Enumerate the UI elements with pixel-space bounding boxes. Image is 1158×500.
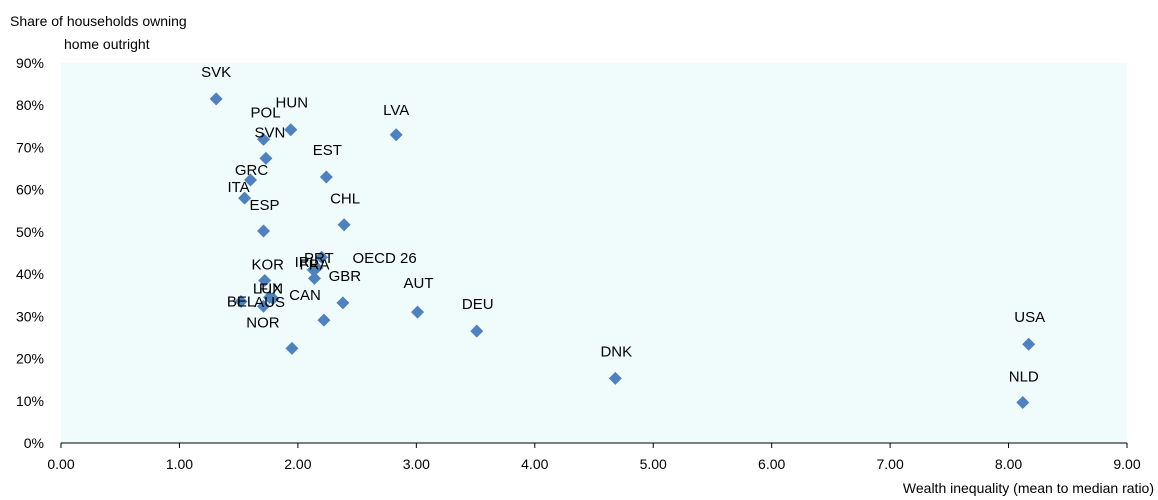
data-label-deu: DEU xyxy=(462,296,494,313)
data-point-fra xyxy=(307,271,321,285)
data-label-pol: POL xyxy=(251,104,281,121)
data-point-dnk xyxy=(608,371,622,385)
data-point-svk xyxy=(209,92,223,106)
data-label-est: EST xyxy=(313,142,342,159)
y-tick-label: 70% xyxy=(16,139,44,155)
data-point-irl xyxy=(306,263,320,277)
data-label-grc: GRC xyxy=(235,162,269,179)
x-tick-label: 4.00 xyxy=(521,456,548,472)
data-label-kor: KOR xyxy=(251,256,284,273)
data-point-nor xyxy=(285,341,299,355)
y-tick-label: 10% xyxy=(16,393,44,409)
data-point-ita xyxy=(238,191,252,205)
data-label-gbr: GBR xyxy=(329,268,362,285)
y-tick-label: 60% xyxy=(16,182,44,198)
x-tick-label: 1.00 xyxy=(166,456,193,472)
x-tick-label: 2.00 xyxy=(284,456,311,472)
x-tick-label: 7.00 xyxy=(876,456,903,472)
data-label-esp: ESP xyxy=(250,197,280,214)
data-label-dnk: DNK xyxy=(600,343,632,360)
data-point-aut xyxy=(411,305,425,319)
data-point-gbr xyxy=(336,296,350,310)
y-tick-label: 30% xyxy=(16,308,44,324)
data-point-lva xyxy=(389,128,403,142)
y-axis-ticks: 0% 10% 20% 30% 40% 50% 60% 70% 80% 90% xyxy=(16,55,44,451)
data-point-kor xyxy=(258,273,272,287)
data-point-grc xyxy=(244,173,258,187)
data-point-est xyxy=(319,170,333,184)
data-label-svn: SVN xyxy=(254,124,285,141)
y-tick-label: 80% xyxy=(16,97,44,113)
y-tick-label: 40% xyxy=(16,266,44,282)
plot-area xyxy=(61,63,1127,443)
x-tick-label: 8.00 xyxy=(995,456,1022,472)
data-label-usa: USA xyxy=(1014,309,1045,326)
data-point-nld xyxy=(1016,395,1030,409)
data-label-lva: LVA xyxy=(383,102,409,119)
x-tick-label: 0.00 xyxy=(47,456,74,472)
data-point-svn xyxy=(259,151,273,165)
x-axis-ticks: 0.00 1.00 2.00 3.00 4.00 5.00 6.00 7.00 8.00 9.00 xyxy=(47,443,1141,472)
data-point-chl xyxy=(337,218,351,232)
data-point-usa xyxy=(1022,337,1036,351)
x-axis-title: Wealth inequality (mean to median ratio) xyxy=(903,480,1154,496)
x-tick-label: 6.00 xyxy=(758,456,785,472)
data-label-irl: IRL xyxy=(295,254,318,271)
x-tick-label: 9.00 xyxy=(1113,456,1140,472)
data-point-can xyxy=(317,313,331,327)
y-axis-title-line-2: home outright xyxy=(64,36,150,52)
data-label-hun: HUN xyxy=(276,95,309,112)
data-label-fra: FRA xyxy=(299,256,329,273)
y-axis-title-line-1: Share of households owning xyxy=(10,13,187,29)
data-point-oecd-26 xyxy=(315,250,329,264)
data-label-chl: CHL xyxy=(330,191,360,208)
data-label-oecd-26: OECD 26 xyxy=(352,250,416,267)
data-label-aut: AUT xyxy=(404,275,434,292)
data-label-prt: PRT xyxy=(304,250,334,267)
y-tick-label: 90% xyxy=(16,55,44,71)
y-tick-label: 20% xyxy=(16,351,44,367)
data-point-bel xyxy=(234,295,248,309)
y-tick-label: 50% xyxy=(16,224,44,240)
data-point-aus xyxy=(257,299,271,313)
data-point-esp xyxy=(257,224,271,238)
data-point-pol xyxy=(257,132,271,146)
data-label-can: CAN xyxy=(289,287,321,304)
data-label-svk: SVK xyxy=(201,64,231,81)
data-points xyxy=(209,92,1036,409)
data-point-deu xyxy=(470,324,484,338)
data-label-nld: NLD xyxy=(1009,368,1039,385)
y-tick-label: 0% xyxy=(24,435,44,451)
data-label-lux: LUX xyxy=(253,280,282,297)
data-label-aus: AUS xyxy=(254,294,285,311)
data-point-fin xyxy=(266,292,280,306)
data-label-fin: FIN xyxy=(259,281,283,298)
data-label-bel: BEL xyxy=(227,294,255,311)
x-tick-label: 5.00 xyxy=(640,456,667,472)
data-label-nor: NOR xyxy=(246,314,280,331)
data-label-ita: ITA xyxy=(227,179,249,196)
x-tick-label: 3.00 xyxy=(403,456,430,472)
data-point-hun xyxy=(284,123,298,137)
